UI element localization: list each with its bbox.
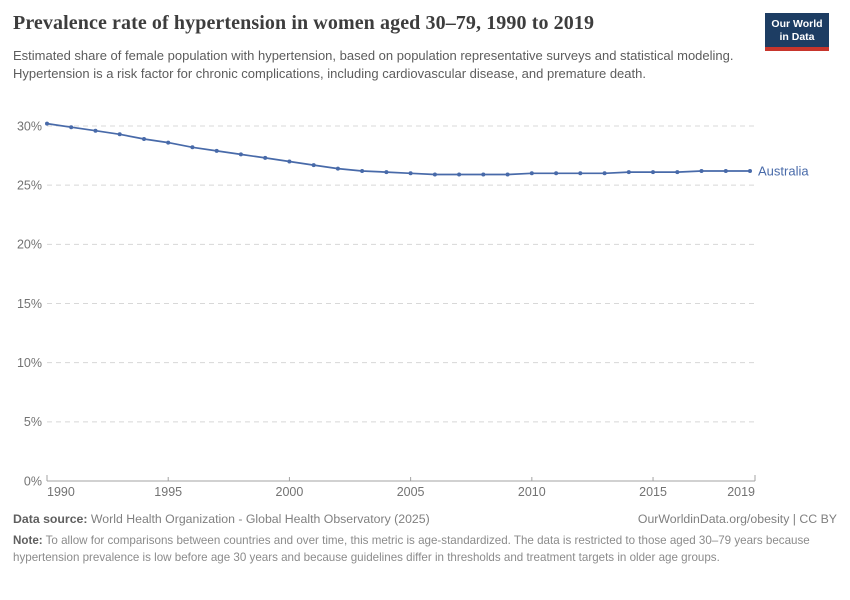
- source-row: Data source: World Health Organization -…: [13, 512, 837, 526]
- data-point[interactable]: [45, 121, 49, 126]
- data-source: Data source: World Health Organization -…: [13, 512, 430, 526]
- y-axis-label: 0%: [24, 474, 42, 488]
- data-source-label: Data source:: [13, 512, 88, 526]
- data-point[interactable]: [190, 145, 195, 150]
- data-point[interactable]: [481, 172, 486, 177]
- data-source-text: World Health Organization - Global Healt…: [87, 512, 430, 526]
- x-axis-label: 2000: [276, 485, 304, 499]
- data-point[interactable]: [117, 132, 122, 137]
- data-point[interactable]: [675, 170, 680, 175]
- y-axis-label: 15%: [17, 297, 42, 311]
- data-point[interactable]: [69, 125, 74, 130]
- license-link[interactable]: OurWorldinData.org/obesity | CC BY: [637, 512, 837, 526]
- series-label-australia[interactable]: Australia: [758, 163, 809, 178]
- data-point[interactable]: [457, 172, 462, 177]
- y-axis-label: 25%: [17, 178, 42, 192]
- data-point[interactable]: [699, 169, 704, 173]
- y-axis-label: 30%: [17, 119, 42, 133]
- trend-line[interactable]: [46, 122, 751, 176]
- x-axis-label: 2010: [518, 485, 546, 499]
- page-title: Prevalence rate of hypertension in women…: [13, 12, 595, 34]
- data-point[interactable]: [505, 172, 510, 177]
- data-point[interactable]: [93, 128, 98, 133]
- line-chart: 0% 5% 10% 15% 20% 25% 30% 1990 1995 2000 2005 2010 2…: [17, 119, 809, 499]
- chart-note: Note: To allow for comparisons between c…: [13, 532, 837, 566]
- x-axis-label: 2015: [639, 485, 667, 499]
- data-point[interactable]: [166, 140, 171, 145]
- data-point[interactable]: [602, 171, 607, 176]
- data-point[interactable]: [529, 171, 534, 176]
- data-point[interactable]: [287, 159, 292, 164]
- y-axis-label: 20%: [17, 238, 42, 252]
- data-point[interactable]: [626, 170, 631, 175]
- data-point[interactable]: [311, 163, 316, 168]
- data-point[interactable]: [335, 166, 340, 171]
- data-point[interactable]: [748, 169, 752, 173]
- y-axis-label: 10%: [17, 356, 42, 370]
- data-point[interactable]: [723, 169, 728, 173]
- owid-logo[interactable]: Our World in Data: [765, 13, 829, 52]
- x-axis-label: 1990: [47, 485, 75, 499]
- data-point[interactable]: [408, 171, 413, 176]
- chart-subtitle: Estimated share of female population wit…: [13, 48, 734, 82]
- data-point[interactable]: [263, 155, 268, 160]
- data-point[interactable]: [432, 172, 437, 177]
- note-text: To allow for comparisons between countri…: [13, 534, 810, 565]
- y-axis-label: 5%: [24, 415, 42, 429]
- x-axis-label: 1995: [154, 485, 182, 499]
- x-axis-label: 2019: [727, 485, 755, 499]
- note-label: Note:: [13, 534, 43, 547]
- data-point[interactable]: [384, 170, 389, 175]
- x-axis-label: 2005: [397, 485, 425, 499]
- chart-footer: Data source: World Health Organization -…: [13, 512, 837, 566]
- data-point[interactable]: [238, 152, 243, 157]
- owid-logo-line1: Our World: [771, 18, 823, 30]
- owid-logo-line2: in Data: [779, 31, 815, 44]
- data-point[interactable]: [578, 171, 583, 176]
- data-point[interactable]: [651, 170, 655, 175]
- data-point[interactable]: [554, 171, 559, 176]
- data-point[interactable]: [214, 148, 219, 153]
- data-point[interactable]: [142, 137, 146, 141]
- data-point[interactable]: [360, 169, 365, 173]
